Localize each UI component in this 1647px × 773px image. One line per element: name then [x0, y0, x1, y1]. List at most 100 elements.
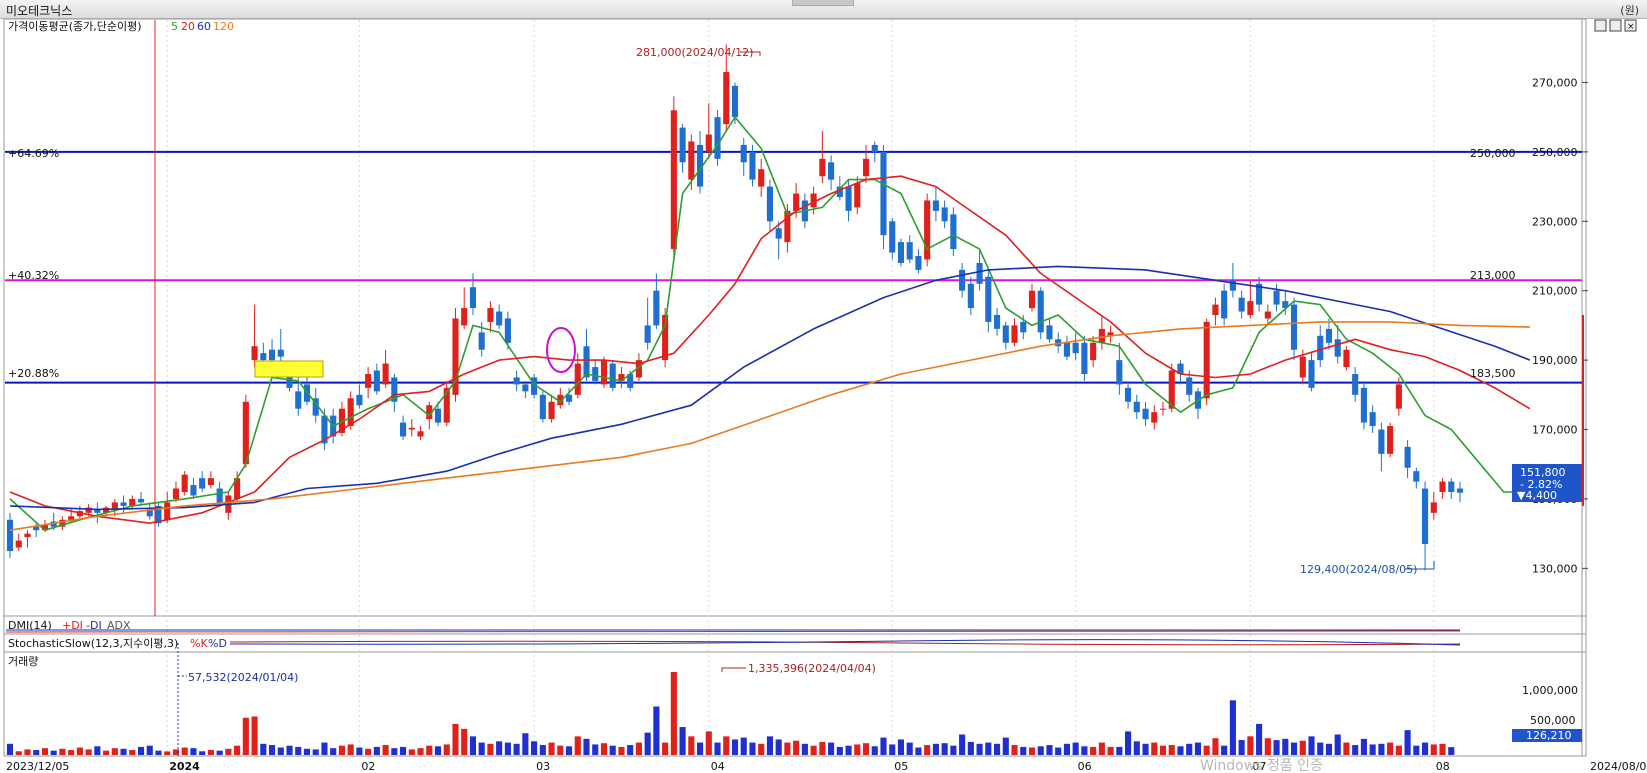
- candle-body: [496, 311, 503, 326]
- dmi-plus-line: [5, 630, 1461, 633]
- volume-bar: [400, 746, 407, 755]
- candle-body: [1308, 360, 1315, 388]
- candle-body: [1360, 387, 1367, 423]
- volume-bar: [1317, 742, 1324, 755]
- volume-bar: [469, 736, 477, 755]
- volume-pane[interactable]: [3, 651, 1587, 757]
- stochastic-pane[interactable]: [3, 633, 1587, 653]
- volume-bar: [33, 750, 40, 755]
- volume-title: 거래량: [8, 655, 38, 668]
- candle-body: [1177, 363, 1184, 374]
- volume-bar: [365, 748, 372, 755]
- volume-bar: [478, 742, 485, 755]
- level-price-3: 183,500: [1470, 367, 1516, 380]
- highlight-box[interactable]: [254, 360, 324, 378]
- candle-body: [1334, 339, 1341, 357]
- stoch-k: %K: [190, 637, 208, 650]
- volume-bar: [155, 750, 162, 755]
- candle-body: [1325, 328, 1333, 343]
- volume-bar: [932, 743, 939, 755]
- volume-bar: [688, 736, 695, 755]
- level-pct-3: +20.88%: [8, 367, 59, 380]
- volume-bar: [906, 742, 913, 755]
- volume-bar: [1020, 746, 1027, 755]
- candle-body: [775, 228, 782, 239]
- candle-body: [1090, 342, 1097, 361]
- pane-controls[interactable]: ×: [1594, 19, 1637, 32]
- candle-body: [356, 394, 363, 406]
- volume-bar: [295, 746, 302, 755]
- volume-bar: [330, 748, 337, 755]
- candle-body: [583, 346, 590, 378]
- candle-body: [959, 269, 966, 291]
- low-annotation-leader: [1405, 561, 1435, 570]
- volume-bar: [531, 741, 538, 755]
- date-label: 03: [536, 760, 550, 773]
- candle-body: [897, 242, 905, 263]
- current-change-pct: - 2.82%: [1520, 478, 1562, 491]
- volume-bar: [705, 731, 712, 755]
- candle-body: [1343, 349, 1350, 368]
- candle-body: [1299, 356, 1306, 378]
- candle-body: [828, 162, 835, 180]
- volume-bar: [897, 739, 905, 755]
- candle-body: [443, 387, 450, 423]
- date-label: 2023/12/05: [6, 760, 69, 773]
- level-pct-2: +40.32%: [8, 269, 59, 282]
- candle-body: [705, 134, 712, 152]
- volume-bar: [1037, 746, 1044, 755]
- volume-bar: [513, 743, 520, 755]
- price-tick-label: 270,000: [1532, 76, 1578, 89]
- candle-body: [347, 398, 354, 427]
- candle-body: [539, 394, 546, 420]
- pane-button-1: [1594, 19, 1607, 32]
- candle-body: [915, 256, 922, 270]
- moving-averages: [9, 116, 1531, 531]
- volume-bar: [1247, 736, 1254, 755]
- candle-body: [627, 374, 634, 388]
- candle-body: [1212, 304, 1219, 315]
- window-handle[interactable]: [792, 0, 854, 6]
- candle-body: [845, 186, 852, 211]
- candle-body: [862, 158, 870, 177]
- volume-bar: [1107, 746, 1114, 755]
- candle-body: [312, 398, 319, 416]
- volume-bar: [434, 746, 442, 755]
- candle-body: [1273, 290, 1280, 305]
- level-price-1: 250,000: [1470, 147, 1516, 160]
- stock-chart[interactable]: 270,000 250,000 230,000 210,000 190,000 170,0…: [0, 18, 1647, 773]
- candle-body: [662, 315, 669, 361]
- candle-body: [1221, 290, 1228, 319]
- volume-bar: [1448, 747, 1455, 755]
- candle-body: [1159, 408, 1167, 410]
- candle-body: [487, 308, 494, 322]
- volume-bar: [592, 744, 599, 755]
- candle-body: [94, 509, 101, 513]
- volume-bar: [1159, 745, 1167, 755]
- candle-body: [731, 85, 739, 118]
- volume-bar: [618, 746, 625, 755]
- candle-body: [1186, 377, 1193, 395]
- dmi-minus-di: -DI: [86, 619, 102, 632]
- volume-bar: [129, 750, 136, 755]
- highlight-ellipse[interactable]: [546, 327, 576, 373]
- volume-bar: [950, 745, 957, 755]
- level-price-2: 213,000: [1470, 269, 1516, 282]
- volume-bar: [766, 736, 773, 755]
- volume-bar: [85, 749, 92, 755]
- volume-bar: [391, 748, 398, 755]
- candle-body: [976, 262, 983, 284]
- date-label: 2024: [169, 760, 200, 773]
- volume-bar: [1395, 745, 1402, 755]
- candle-body: [408, 427, 415, 430]
- volume-bar: [1378, 743, 1385, 755]
- price-pane[interactable]: [3, 18, 1587, 617]
- candle-body: [1037, 290, 1044, 333]
- candle-body: [836, 186, 843, 197]
- volume-bar: [1194, 742, 1202, 755]
- volume-bar: [408, 749, 415, 755]
- candle-body: [103, 507, 110, 513]
- volume-bar: [1282, 738, 1289, 755]
- candle-body: [461, 308, 468, 326]
- date-axis: 2023/12/05 2024 02 03 04 05 06 07 08 2024/08/08: [6, 760, 1647, 773]
